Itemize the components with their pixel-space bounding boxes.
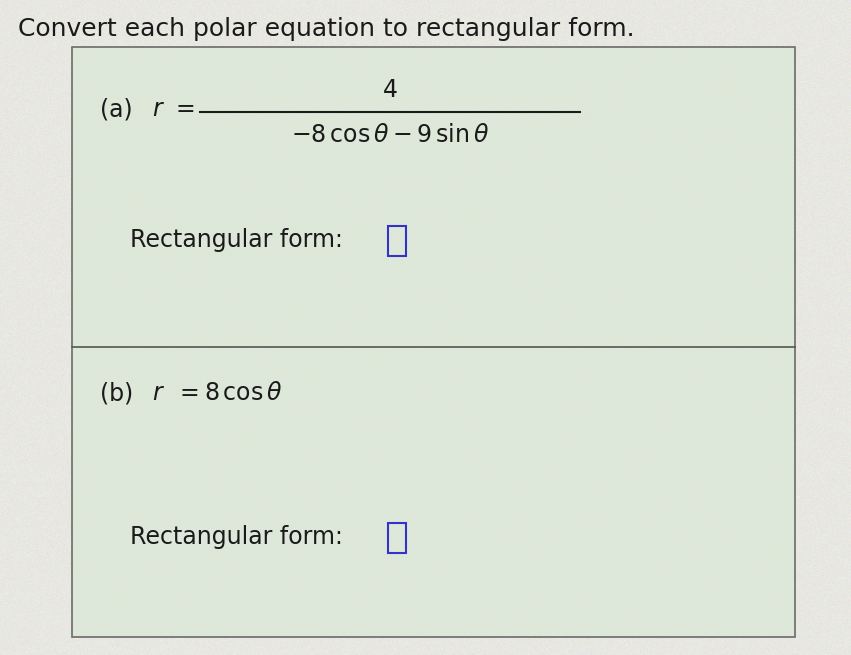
Text: =: = bbox=[175, 97, 195, 121]
Bar bbox=[388, 523, 406, 553]
Text: $r$: $r$ bbox=[152, 97, 165, 121]
Bar bbox=[388, 226, 406, 256]
Text: $= 8\,\cos\theta$: $= 8\,\cos\theta$ bbox=[175, 381, 283, 405]
Text: 4: 4 bbox=[382, 78, 397, 102]
Text: Convert each polar equation to rectangular form.: Convert each polar equation to rectangul… bbox=[18, 17, 635, 41]
Text: (a): (a) bbox=[100, 97, 133, 121]
Text: Rectangular form:: Rectangular form: bbox=[130, 525, 343, 549]
Text: Rectangular form:: Rectangular form: bbox=[130, 228, 343, 252]
Text: $r$: $r$ bbox=[152, 381, 165, 405]
Bar bbox=[72, 47, 795, 637]
Text: (b): (b) bbox=[100, 381, 134, 405]
Text: $-8\,\cos\theta - 9\,\sin\theta$: $-8\,\cos\theta - 9\,\sin\theta$ bbox=[291, 123, 489, 147]
